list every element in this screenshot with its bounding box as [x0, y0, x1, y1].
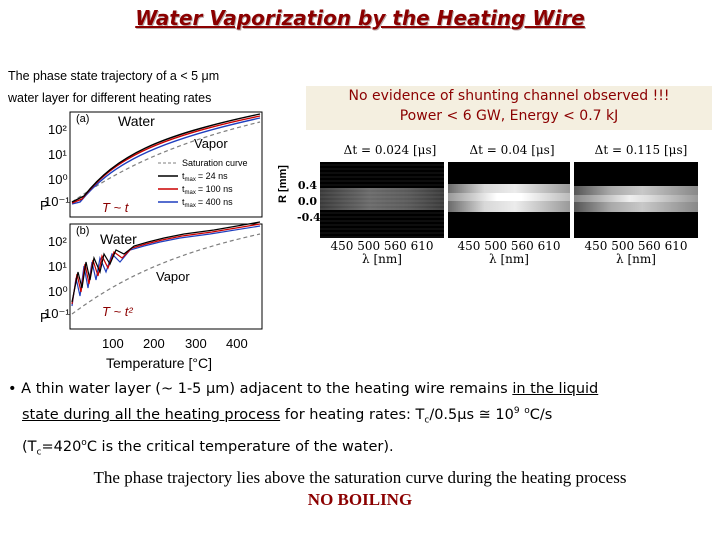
panel-b-tag: (b) — [76, 225, 89, 237]
y-tick-a-3: 10⁻¹ — [44, 194, 70, 209]
bullet-l3a: (T — [22, 438, 37, 455]
spectrum-ticks-1: 450 500 560 610 — [330, 239, 434, 253]
panel-a-water-label: Water — [118, 113, 155, 129]
legend-24ns-sub: max — [185, 177, 196, 183]
x-tick-0: 100 — [102, 336, 124, 351]
panel-b-water-label: Water — [100, 231, 137, 247]
lambda-label-1: λ [nm] — [362, 252, 402, 266]
bullet-l1b: in the liquid — [512, 381, 599, 397]
trajectory-b-24ns — [71, 221, 261, 303]
spectrum-image-2 — [448, 162, 570, 238]
legend-400ns-sub: max — [185, 203, 196, 209]
legend-100ns-sub: max — [185, 190, 196, 196]
bullet-l2a: state during all the heating process — [22, 406, 281, 423]
phase-caption-line1: The phase state trajectory of a < 5 μm — [8, 69, 220, 83]
panel-a-tag: (a) — [76, 113, 89, 125]
spectrum-ticks-3: 450 500 560 610 — [584, 239, 688, 253]
panel-b-vapor-label: Vapor — [156, 269, 190, 284]
legend-400ns-val: = 400 ns — [198, 197, 233, 207]
panel-a-frame — [69, 111, 263, 218]
y-tick-a-2: 10⁰ — [48, 172, 68, 187]
x-tick-1: 200 — [143, 336, 165, 351]
y-tick-a-0: 10² — [48, 122, 67, 137]
legend-saturation-label: Saturation curve — [182, 158, 248, 168]
x-tick-2: 300 — [185, 336, 207, 351]
phase-caption: The phase state trajectory of a < 5 μm w… — [8, 65, 303, 109]
legend-24ns-val: = 24 ns — [198, 171, 228, 181]
legend-100ns-val: = 100 ns — [198, 184, 233, 194]
bullet-line3: (Tc=420oC is the critical temperature of… — [8, 432, 712, 464]
no-boiling-text: NO BOILING — [307, 490, 413, 509]
conclusion-text: The phase trajectory lies above the satu… — [93, 468, 627, 487]
bullet-line1: • A thin water layer (~ 1-5 μm) adjacent… — [8, 378, 712, 400]
bullet-l2c: c — [424, 415, 430, 426]
spectrum-image-1 — [320, 162, 444, 238]
trajectory-b-400ns — [71, 225, 261, 307]
bullet-l3c: =420 — [41, 438, 82, 455]
r-axis-label-wrap: R [mm] — [276, 140, 290, 240]
y-tick-b-1: 10¹ — [48, 259, 67, 274]
dt-label-1: Δt = 0.024 [μs] — [343, 143, 437, 157]
r-tick-2: -0.4 — [297, 211, 321, 224]
r-axis-label: R [mm] — [277, 165, 289, 203]
bullet-l2h: C/s — [529, 406, 553, 423]
bullet-line2: state during all the heating process for… — [8, 400, 712, 432]
phase-trajectory-figure: 10² 10¹ 10⁰ 10⁻¹ 10² 10¹ 10⁰ 10⁻¹ P P (a… — [40, 111, 263, 371]
lambda-label-3: λ [nm] — [616, 252, 656, 266]
bullet-l3b: c — [36, 447, 42, 458]
bullet-l2g: o — [524, 406, 530, 416]
panel-a-approx: T ~ t — [102, 200, 130, 215]
y-axis-label-b: P — [40, 310, 49, 325]
evidence-line1: No evidence of shunting channel observed… — [348, 88, 670, 104]
x-axis-label: Temperature [°C] — [106, 355, 212, 371]
bullet-l2d: /0.5μs ≅ 10 — [429, 406, 514, 423]
evidence-line2: Power < 6 GW, Energy < 0.7 kJ — [399, 108, 619, 124]
lambda-label-2: λ [nm] — [489, 252, 529, 266]
trajectory-a-24ns — [71, 113, 261, 203]
bullet-l2b: for heating rates: T — [280, 406, 425, 423]
y-tick-b-2: 10⁰ — [48, 284, 68, 299]
bullet-l3d: o — [81, 437, 87, 448]
bullet-l3e: C is the critical temperature of the wat… — [86, 438, 394, 455]
y-tick-a-1: 10¹ — [48, 147, 67, 162]
phase-caption-line2: water layer for different heating rates — [8, 91, 212, 105]
bullet-marker: • — [8, 381, 17, 397]
evidence-box: No evidence of shunting channel observed… — [306, 86, 712, 130]
dt-label-2: Δt = 0.04 [μs] — [469, 143, 555, 157]
bullet-paragraph: • A thin water layer (~ 1-5 μm) adjacent… — [8, 378, 712, 463]
r-tick-1: 0.0 — [297, 195, 317, 208]
dt-label-3: Δt = 0.115 [μs] — [594, 143, 688, 157]
page-title: Water Vaporization by the Heating Wire — [135, 6, 585, 30]
panel-b-approx: T ~ t² — [102, 304, 133, 319]
x-tick-3: 400 — [226, 336, 248, 351]
panel-a-vapor-label: Vapor — [194, 136, 228, 151]
spectrum-ticks-2: 450 500 560 610 — [457, 239, 561, 253]
r-tick-0: 0.4 — [297, 179, 317, 192]
bullet-l2e: 9 — [513, 406, 520, 416]
saturation-curve-b — [71, 233, 261, 315]
y-tick-b-0: 10² — [48, 234, 67, 249]
y-tick-b-3: 10⁻¹ — [44, 306, 70, 321]
r-ticks: 0.4 0.0 -0.4 — [297, 178, 321, 226]
spectrum-image-3 — [574, 162, 698, 238]
y-axis-label-a: P — [40, 198, 49, 213]
bullet-l1a: A thin water layer (~ 1-5 μm) adjacent t… — [21, 381, 513, 397]
